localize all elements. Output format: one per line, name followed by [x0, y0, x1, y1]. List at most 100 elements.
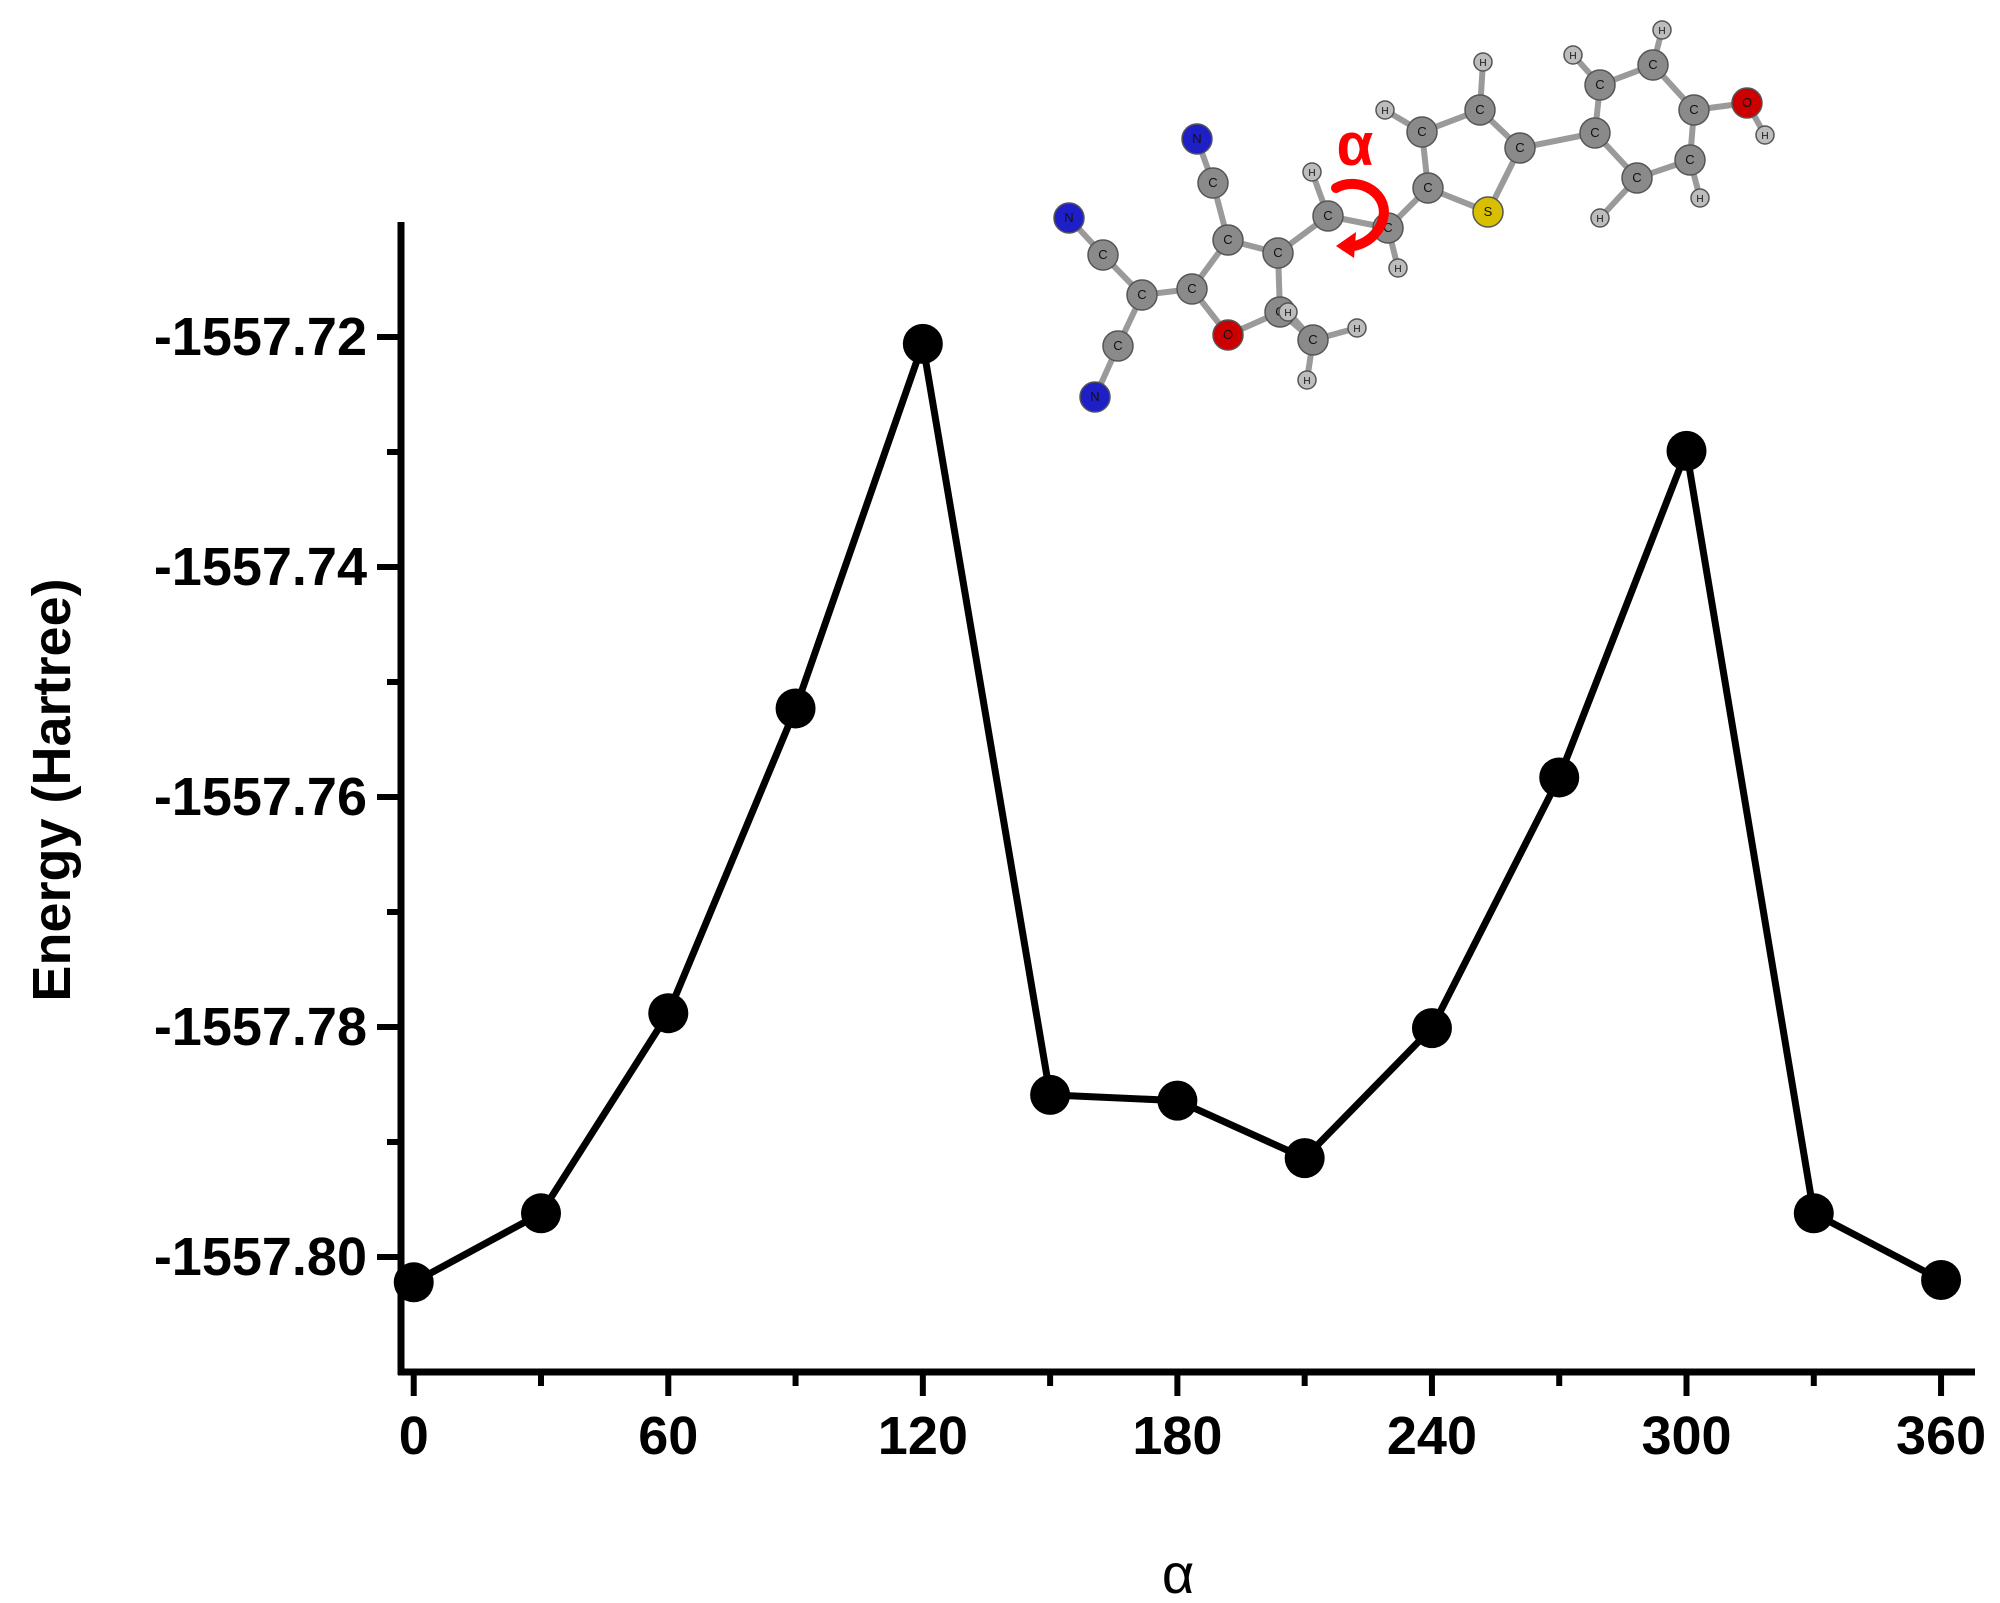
atom-c	[1297, 324, 1329, 356]
y-tick-label: -1557.74	[154, 537, 367, 597]
data-point	[1411, 1008, 1452, 1049]
x-tick-label: 360	[1896, 1406, 1986, 1466]
atom-n	[1053, 202, 1085, 234]
molecule-atoms: NCCCNNCCCOCCCHHHCHCHCCCCSHHCCCCCCOHHHHH	[1053, 20, 1775, 413]
atom-c	[1621, 162, 1653, 194]
atom-label: H	[1479, 58, 1486, 69]
atom-h	[1690, 188, 1710, 208]
atom-h	[1375, 100, 1395, 120]
atom-label: C	[1417, 124, 1426, 139]
axes	[397, 222, 1975, 1376]
atom-label: H	[1308, 168, 1315, 179]
atom-label: C	[1273, 245, 1282, 260]
atom-c	[1102, 330, 1134, 362]
atom-label: C	[1187, 281, 1196, 296]
atom-c	[1087, 239, 1119, 271]
atom-label: C	[1648, 57, 1657, 72]
data-point	[1921, 1260, 1962, 1300]
atom-label: N	[1064, 210, 1073, 225]
atom-label: H	[1381, 106, 1388, 117]
atom-label: H	[1696, 194, 1703, 205]
atom-c	[1464, 94, 1496, 126]
atom-o	[1731, 87, 1763, 119]
atom-label: O	[1223, 327, 1233, 342]
atom-h	[1563, 45, 1583, 65]
atom-label: C	[1383, 220, 1392, 235]
data-point	[648, 993, 689, 1034]
x-tick-label: 0	[399, 1406, 429, 1466]
atom-h	[1297, 370, 1317, 390]
atom-c	[1504, 132, 1536, 164]
data-point	[775, 688, 816, 729]
molecule-bonds	[1066, 29, 1768, 399]
atom-label: H	[1596, 214, 1603, 225]
data-point	[902, 323, 943, 364]
atom-label: C	[1689, 102, 1698, 117]
atom-c	[1412, 172, 1444, 204]
molecule-structure-icon: NCCCNNCCCOCCCHHHCHCHCCCCSHHCCCCCCOHHHHHα	[1053, 20, 1775, 413]
atom-label: C	[1515, 140, 1524, 155]
atom-n	[1181, 123, 1213, 155]
atom-label: H	[1761, 131, 1768, 142]
atom-label: C	[1223, 232, 1232, 247]
rotation-angle-label: α	[1337, 111, 1374, 178]
y-axis-title: Energy (Hartree)	[22, 578, 82, 1001]
atom-c	[1406, 116, 1438, 148]
atom-label: H	[1394, 264, 1401, 275]
series-line	[412, 340, 1943, 1286]
data-point	[1030, 1074, 1071, 1115]
data-point	[1157, 1080, 1198, 1121]
atom-c	[1579, 117, 1611, 149]
atom-c	[1637, 49, 1669, 81]
data-point	[393, 1262, 434, 1303]
atom-label: N	[1192, 131, 1201, 146]
y-tick-label: -1557.76	[154, 767, 367, 827]
x-tick-label: 180	[1132, 1406, 1222, 1466]
atom-c	[1197, 167, 1229, 199]
atom-c	[1212, 224, 1244, 256]
data-point	[521, 1193, 562, 1234]
atom-label: C	[1137, 287, 1146, 302]
atom-label: H	[1658, 26, 1665, 37]
atom-c	[1584, 69, 1616, 101]
atom-o	[1212, 319, 1244, 351]
atom-label: N	[1090, 389, 1099, 404]
atom-c	[1674, 144, 1706, 176]
atom-label: H	[1353, 324, 1360, 335]
atom-label: C	[1632, 170, 1641, 185]
atom-h	[1278, 302, 1298, 322]
atom-c	[1262, 237, 1294, 269]
data-point	[1539, 757, 1580, 798]
atom-n	[1079, 381, 1111, 413]
rotation-arrow-head-icon	[1336, 232, 1356, 258]
atom-s	[1472, 196, 1504, 228]
atom-h	[1388, 258, 1408, 278]
x-axis-title: α	[1162, 1542, 1194, 1603]
y-tick-label: -1557.78	[154, 997, 367, 1057]
atom-label: H	[1303, 376, 1310, 387]
atom-label: C	[1308, 332, 1317, 347]
y-tick-label: -1557.72	[154, 307, 367, 367]
atom-c	[1678, 94, 1710, 126]
atom-label: C	[1098, 247, 1107, 262]
x-tick-label: 120	[878, 1406, 968, 1466]
x-tick-label: 240	[1387, 1406, 1477, 1466]
ticks: -1557.72 -1557.74 -1557.76 -1557.78 -1557.80…	[154, 307, 1986, 1466]
atom-label: C	[1590, 125, 1599, 140]
atom-h	[1473, 52, 1493, 72]
atom-h	[1302, 162, 1322, 182]
x-tick-label: 300	[1641, 1406, 1731, 1466]
atom-label: C	[1423, 180, 1432, 195]
atom-c	[1176, 273, 1208, 305]
x-tick-label: 60	[638, 1406, 698, 1466]
atom-label: H	[1569, 51, 1576, 62]
atom-h	[1590, 208, 1610, 228]
atom-c	[1312, 200, 1344, 232]
atom-label: H	[1284, 308, 1291, 319]
atom-label: C	[1685, 152, 1694, 167]
data-point	[1666, 430, 1707, 471]
atom-h	[1652, 20, 1672, 40]
atom-label: O	[1742, 95, 1752, 110]
atom-label: C	[1113, 338, 1122, 353]
